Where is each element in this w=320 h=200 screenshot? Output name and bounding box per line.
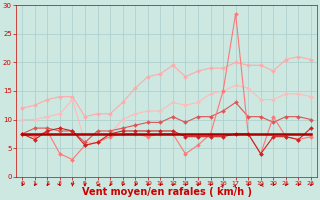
X-axis label: Vent moyen/en rafales ( km/h ): Vent moyen/en rafales ( km/h ) [82, 187, 252, 197]
